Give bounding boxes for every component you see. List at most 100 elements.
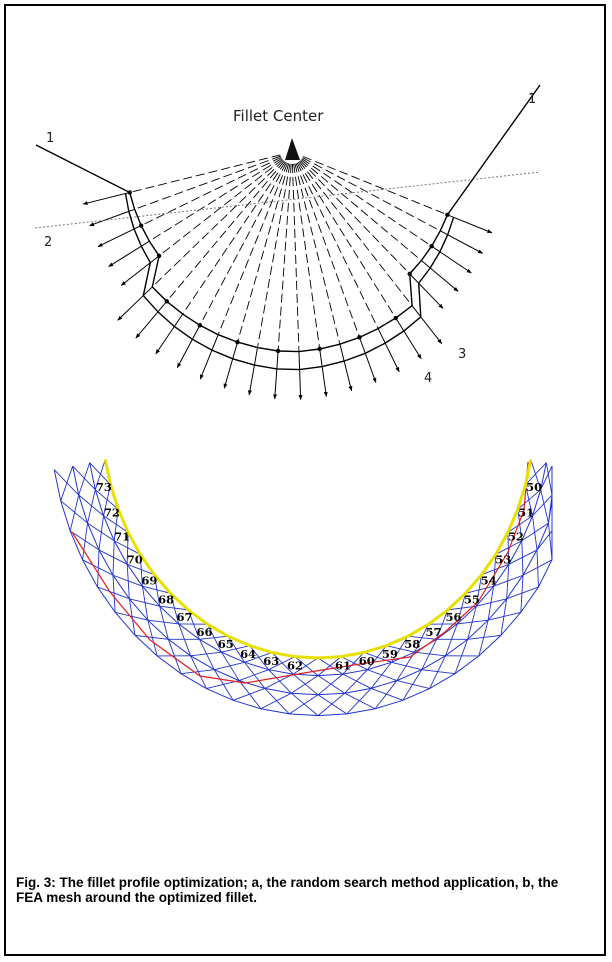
fan-line xyxy=(296,162,379,329)
dotted-reference-line xyxy=(34,171,541,229)
search-arrow xyxy=(395,317,422,360)
mesh-edge xyxy=(268,656,296,671)
mesh-edge xyxy=(82,523,88,560)
label-1-left: 1 xyxy=(46,131,54,146)
mesh-edge xyxy=(180,669,215,675)
mesh-edge xyxy=(244,662,266,689)
mesh-edge xyxy=(72,465,96,490)
mesh-edge xyxy=(103,484,111,516)
profile-curve-2 xyxy=(124,193,455,371)
search-arrow xyxy=(298,351,303,401)
mesh-edge xyxy=(97,549,100,588)
fan-line xyxy=(293,163,321,350)
profile-node xyxy=(429,243,434,249)
mesh-edge xyxy=(206,680,240,689)
mesh-edge xyxy=(271,652,294,675)
search-arrow xyxy=(411,305,443,344)
mesh-edge xyxy=(214,661,245,671)
node-label-57: 57 xyxy=(426,625,442,639)
mesh-edge xyxy=(268,669,292,694)
figure-caption: Fig. 3: The fillet profile optimization;… xyxy=(16,875,559,905)
mesh-edge xyxy=(402,669,423,701)
mesh-edge xyxy=(508,549,538,565)
search-arrow xyxy=(155,313,184,355)
mesh-edge xyxy=(198,639,215,670)
profile-node xyxy=(197,323,203,328)
profile-nodes xyxy=(127,190,450,354)
node-label-63: 63 xyxy=(263,654,279,668)
fan-line xyxy=(299,161,413,306)
fan-line xyxy=(140,156,282,226)
mesh-edge xyxy=(525,484,533,516)
mesh-edge xyxy=(521,540,524,576)
search-arrow xyxy=(447,214,493,234)
mesh-edge xyxy=(445,623,458,656)
label-1-right: 1 xyxy=(528,92,536,107)
node-label-72: 72 xyxy=(104,505,120,519)
search-arrows xyxy=(82,191,493,401)
search-arrow xyxy=(223,341,238,389)
mesh-edge xyxy=(475,574,483,607)
mesh-edge xyxy=(97,586,130,600)
profile-node xyxy=(393,315,398,321)
mesh-edge xyxy=(476,598,507,607)
mesh-edge xyxy=(289,694,319,715)
mesh-edge xyxy=(98,549,128,565)
mesh-edge xyxy=(507,532,510,565)
mesh-edge xyxy=(467,606,477,640)
mesh-edge xyxy=(291,692,319,716)
mesh-edge xyxy=(520,575,524,613)
mesh-edge xyxy=(87,489,96,524)
mesh-edge xyxy=(317,675,345,694)
fan-line xyxy=(166,160,285,302)
node-label-65: 65 xyxy=(218,637,234,651)
mesh-edge xyxy=(221,651,240,681)
search-arrow xyxy=(409,273,444,309)
mesh-edge xyxy=(141,586,149,621)
search-arrow xyxy=(117,286,153,321)
mesh-edge xyxy=(367,645,387,670)
mesh-edge xyxy=(414,651,446,657)
search-arrow xyxy=(89,208,135,227)
mesh-edge xyxy=(532,515,538,550)
fan-line xyxy=(151,160,284,288)
mesh-edge xyxy=(139,554,143,587)
fan-line xyxy=(301,158,432,247)
search-arrow xyxy=(358,337,377,383)
mesh-edge xyxy=(317,656,342,676)
mesh-edge xyxy=(294,656,319,676)
mesh-edge xyxy=(78,462,91,496)
mesh-edge xyxy=(342,652,365,675)
mesh-edge xyxy=(112,574,143,587)
mesh-edge xyxy=(487,586,495,621)
search-arrow xyxy=(176,325,201,369)
fan-line xyxy=(158,159,283,257)
profile-node xyxy=(445,212,450,217)
mesh-edge xyxy=(370,688,403,701)
profile-node xyxy=(156,253,162,259)
mesh-ring xyxy=(89,462,547,677)
mesh-edge xyxy=(264,688,290,715)
mesh-edge xyxy=(548,500,553,524)
profile-node xyxy=(317,346,322,352)
mesh-edge xyxy=(95,489,119,510)
mesh-edge xyxy=(238,669,269,681)
mesh-edge xyxy=(457,619,489,625)
profile-node xyxy=(357,335,362,340)
mesh-edge xyxy=(391,661,422,671)
mesh-edge xyxy=(536,549,539,588)
mesh-edge xyxy=(159,606,169,640)
mesh-edge xyxy=(187,609,200,640)
node-label-61: 61 xyxy=(335,658,351,672)
mesh-edge xyxy=(429,655,446,689)
search-arrow xyxy=(108,240,150,268)
mesh-edge xyxy=(421,639,438,670)
mesh-edge xyxy=(414,624,429,653)
mesh-edge xyxy=(421,669,456,675)
mesh-edge xyxy=(69,530,100,551)
mesh-edge xyxy=(506,564,510,599)
mesh-edge xyxy=(344,692,376,710)
fillet-center-mark xyxy=(285,138,300,160)
